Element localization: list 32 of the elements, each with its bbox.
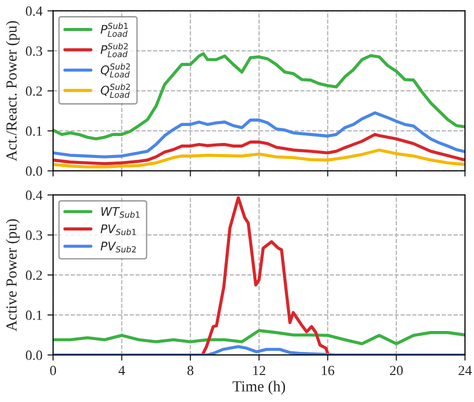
y-axis-title: Act./React. Power (pu) <box>6 21 20 162</box>
line-series <box>53 132 465 166</box>
x-tick-label: 20 <box>390 366 403 376</box>
y-axis-title: Active Power (pu) <box>6 219 20 332</box>
y-tick-label: 0.1 <box>26 310 42 320</box>
y-tick-label: 0.3 <box>26 46 42 56</box>
y-tick-label: 0.0 <box>26 350 42 360</box>
legend-label: PV$_{Sub1}$ <box>100 224 136 236</box>
y-tick-label: 0.4 <box>26 6 42 16</box>
legend-label: WT$_{Sub1}$ <box>101 207 140 218</box>
legend-label: P$^{Sub1}$$_{Load}$ <box>100 22 128 37</box>
x-tick-label: 4 <box>118 366 125 376</box>
x-tick-label: 12 <box>253 366 266 376</box>
y-tick-label: 0.2 <box>26 86 42 96</box>
y-tick-label: 0.4 <box>26 190 42 200</box>
legend-label: PV$_{Sub2}$ <box>100 242 136 252</box>
legend-label: P$^{Sub2}$$_{Load}$ <box>100 42 128 58</box>
line-series <box>53 148 465 168</box>
legend-label: Q$^{Sub2}$$_{Load}$ <box>100 84 130 98</box>
legend-label: Q$^{Sub2}$$_{Load}$ <box>100 63 130 78</box>
x-tick-label: 0 <box>50 366 56 376</box>
x-tick-label: 24 <box>458 366 472 376</box>
x-axis-title: Time (h) <box>232 380 286 395</box>
y-tick-label: 0.2 <box>26 270 42 280</box>
line-series <box>200 196 330 355</box>
y-tick-label: 0.1 <box>26 126 42 136</box>
x-tick-label: 16 <box>322 366 334 376</box>
line-series <box>53 329 465 346</box>
y-tick-label: 0.3 <box>26 230 42 240</box>
y-tick-label: 0.0 <box>26 166 42 176</box>
x-tick-label: 8 <box>187 366 194 376</box>
line-series <box>53 111 465 158</box>
